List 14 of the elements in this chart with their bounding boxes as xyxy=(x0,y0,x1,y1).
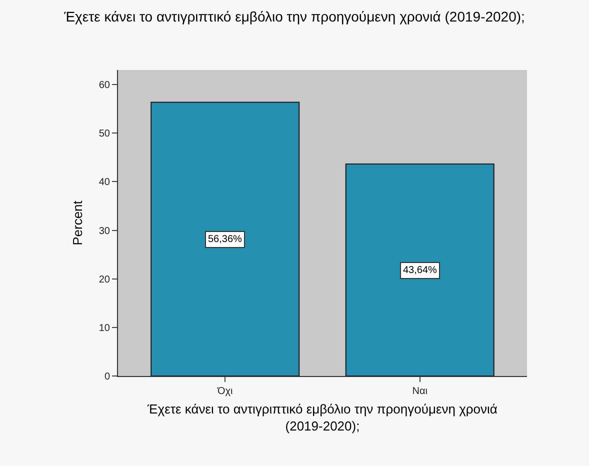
y-tick-label: 10 xyxy=(98,322,110,334)
y-tick-label: 0 xyxy=(104,372,110,382)
y-axis-title: Percent xyxy=(70,200,85,246)
data-label: 43,64% xyxy=(403,265,438,276)
y-tick-label: 40 xyxy=(98,177,110,188)
y-tick-label: 50 xyxy=(98,128,110,140)
x-tick-label: Όχι xyxy=(216,386,233,397)
y-tick-label: 20 xyxy=(98,274,110,286)
x-tick-label: Ναι xyxy=(412,386,428,397)
y-tick-label: 30 xyxy=(98,226,110,237)
chart-title: Έχετε κάνει το αντιγριπτικό εμβόλιο την προηγούμενη χρονιά (2019-2020); xyxy=(63,8,525,24)
data-label: 56,36% xyxy=(208,234,242,245)
y-tick-label: 60 xyxy=(98,80,110,92)
x-axis-title: Έχετε κάνει το αντιγριπτικό εμβόλιο την προηγούμενη χρονιά (2019-2020); xyxy=(146,402,498,434)
